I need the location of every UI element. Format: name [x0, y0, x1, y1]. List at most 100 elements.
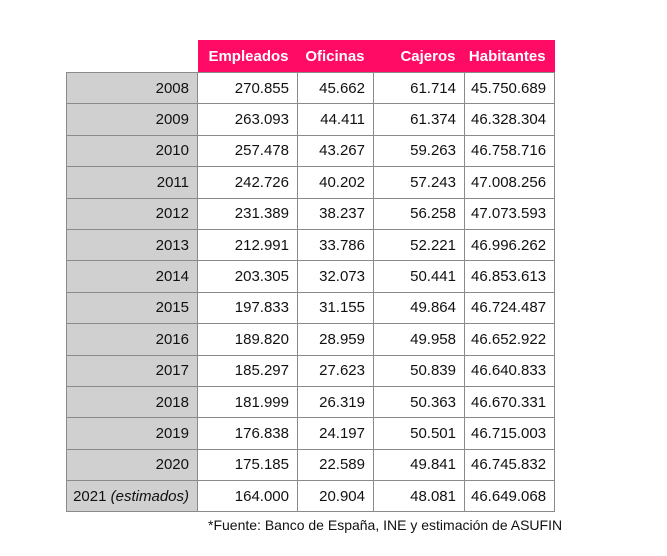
table-row: 2009 263.093 44.411 61.374 46.328.304	[66, 103, 556, 136]
cajeros-cell: 50.839	[373, 354, 465, 387]
source-footnote: *Fuente: Banco de España, INE y estimaci…	[208, 517, 563, 533]
table-body: 2008 270.855 45.662 61.714 45.750.689 2009 263…	[66, 71, 556, 513]
year-label: 2015	[155, 299, 189, 317]
oficinas-cell: 40.202	[297, 166, 374, 199]
header-oficinas: Oficinas	[297, 40, 374, 73]
year-cell: 2010	[66, 134, 198, 168]
table-row: 2010 257.478 43.267 59.263 46.758.716	[66, 134, 556, 168]
habitantes-cell: 47.073.593	[463, 197, 556, 230]
year-label: 2017	[155, 362, 189, 380]
empleados-cell: 242.726	[197, 166, 298, 199]
empleados-cell: 203.305	[197, 260, 298, 293]
oficinas-cell: 24.197	[297, 417, 374, 450]
year-label: 2013	[155, 236, 189, 254]
habitantes-cell: 46.758.716	[463, 134, 556, 168]
year-cell: 2018	[66, 385, 198, 419]
year-cell: 2008	[66, 71, 198, 105]
year-cell: 2009	[66, 103, 198, 136]
year-cell: 2015	[66, 291, 198, 325]
year-label: 2021	[73, 487, 107, 505]
habitantes-cell: 46.670.331	[463, 385, 556, 419]
habitantes-cell: 46.996.262	[463, 228, 556, 262]
year-label: 2018	[155, 393, 189, 411]
table-row: 2013 212.991 33.786 52.221 46.996.262	[66, 228, 556, 262]
header-empleados: Empleados	[197, 40, 298, 73]
oficinas-cell: 38.237	[297, 197, 374, 230]
data-table-container: Empleados Oficinas Cajeros Habitantes 20…	[66, 40, 556, 513]
empleados-cell: 175.185	[197, 448, 298, 482]
year-label: 2010	[155, 142, 189, 160]
table-row: 2018 181.999 26.319 50.363 46.670.331	[66, 385, 556, 419]
table-row: 2019 176.838 24.197 50.501 46.715.003	[66, 417, 556, 450]
habitantes-cell: 46.328.304	[463, 103, 556, 136]
oficinas-cell: 43.267	[297, 134, 374, 168]
cajeros-cell: 61.714	[373, 71, 465, 105]
oficinas-cell: 31.155	[297, 291, 374, 325]
empleados-cell: 176.838	[197, 417, 298, 450]
empleados-cell: 212.991	[197, 228, 298, 262]
year-label: 2016	[155, 330, 189, 348]
oficinas-cell: 44.411	[297, 103, 374, 136]
year-cell: 2014	[66, 260, 198, 293]
table-row: 2014 203.305 32.073 50.441 46.853.613	[66, 260, 556, 293]
cajeros-cell: 49.841	[373, 448, 465, 482]
habitantes-cell: 46.745.832	[463, 448, 556, 482]
oficinas-cell: 28.959	[297, 323, 374, 356]
cajeros-cell: 49.958	[373, 323, 465, 356]
empleados-cell: 181.999	[197, 385, 298, 419]
year-label: 2011	[156, 173, 189, 191]
habitantes-cell: 45.750.689	[463, 71, 556, 105]
year-label: 2019	[155, 424, 189, 442]
table-header-row: Empleados Oficinas Cajeros Habitantes	[66, 40, 555, 73]
year-cell: 2020	[66, 448, 198, 482]
habitantes-cell: 46.724.487	[463, 291, 556, 325]
habitantes-cell: 46.649.068	[463, 480, 556, 513]
header-blank	[66, 40, 198, 73]
empleados-cell: 164.000	[197, 480, 298, 513]
empleados-cell: 231.389	[197, 197, 298, 230]
oficinas-cell: 22.589	[297, 448, 374, 482]
table-row: 2021 (estimados) 164.000 20.904 48.081 46.64…	[66, 480, 556, 513]
empleados-cell: 197.833	[197, 291, 298, 325]
cajeros-cell: 50.441	[373, 260, 465, 293]
year-cell: 2013	[66, 228, 198, 262]
year-cell: 2012	[66, 197, 198, 230]
table-row: 2008 270.855 45.662 61.714 45.750.689	[66, 71, 556, 105]
year-label: 2009	[155, 111, 189, 129]
oficinas-cell: 33.786	[297, 228, 374, 262]
year-cell: 2016	[66, 323, 198, 356]
year-label: 2012	[155, 205, 189, 223]
table-row: 2017 185.297 27.623 50.839 46.640.833	[66, 354, 556, 387]
cajeros-cell: 48.081	[373, 480, 465, 513]
banking-stats-table: Empleados Oficinas Cajeros Habitantes 20…	[66, 40, 556, 513]
year-label: 2020	[155, 456, 189, 474]
habitantes-cell: 46.652.922	[463, 323, 556, 356]
oficinas-cell: 45.662	[297, 71, 374, 105]
table-row: 2020 175.185 22.589 49.841 46.745.832	[66, 448, 556, 482]
oficinas-cell: 20.904	[297, 480, 374, 513]
year-label: 2008	[155, 79, 189, 97]
table-row: 2016 189.820 28.959 49.958 46.652.922	[66, 323, 556, 356]
cajeros-cell: 59.263	[373, 134, 465, 168]
empleados-cell: 263.093	[197, 103, 298, 136]
cajeros-cell: 50.363	[373, 385, 465, 419]
cajeros-cell: 49.864	[373, 291, 465, 325]
empleados-cell: 257.478	[197, 134, 298, 168]
empleados-cell: 185.297	[197, 354, 298, 387]
table-row: 2011 242.726 40.202 57.243 47.008.256	[66, 166, 556, 199]
habitantes-cell: 46.640.833	[463, 354, 556, 387]
table-row: 2012 231.389 38.237 56.258 47.073.593	[66, 197, 556, 230]
table-row: 2015 197.833 31.155 49.864 46.724.487	[66, 291, 556, 325]
year-cell: 2017	[66, 354, 198, 387]
cajeros-cell: 57.243	[373, 166, 465, 199]
empleados-cell: 189.820	[197, 323, 298, 356]
year-cell: 2021 (estimados)	[66, 480, 198, 513]
cajeros-cell: 56.258	[373, 197, 465, 230]
header-habitantes: Habitantes	[464, 40, 555, 73]
oficinas-cell: 27.623	[297, 354, 374, 387]
cajeros-cell: 52.221	[373, 228, 465, 262]
cajeros-cell: 50.501	[373, 417, 465, 450]
habitantes-cell: 47.008.256	[463, 166, 556, 199]
empleados-cell: 270.855	[197, 71, 298, 105]
year-cell: 2011	[66, 166, 198, 199]
